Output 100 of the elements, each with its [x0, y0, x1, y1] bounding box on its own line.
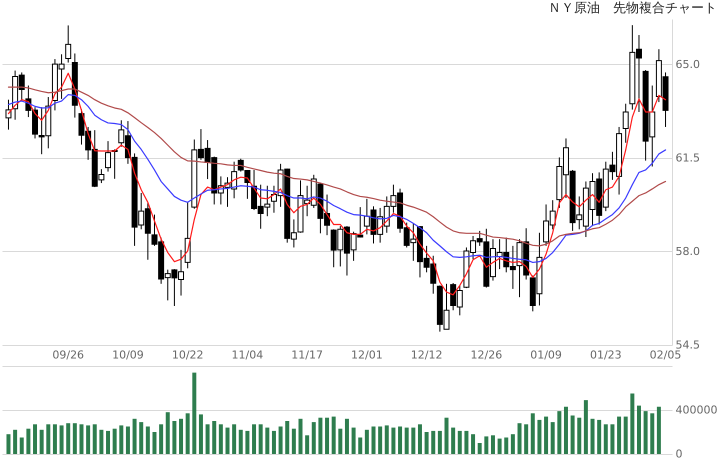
bar [617, 416, 622, 454]
y-tick-label: 400000 [676, 404, 718, 416]
bar [411, 428, 416, 454]
bar [550, 422, 555, 454]
bar [20, 438, 24, 454]
bar [106, 430, 110, 454]
bar [60, 425, 64, 454]
bar [86, 425, 90, 454]
bar [265, 428, 270, 454]
bar [604, 424, 608, 454]
bar [364, 430, 369, 454]
bar [478, 443, 482, 454]
bar [139, 422, 144, 454]
bar [92, 424, 97, 454]
bar [186, 413, 190, 454]
x-tick-label: 12/01 [351, 348, 383, 362]
bar [451, 428, 456, 454]
bar [498, 438, 502, 454]
bar [146, 426, 150, 454]
bar [332, 416, 336, 454]
bar [484, 436, 488, 454]
bar [464, 430, 468, 454]
bar [6, 434, 10, 454]
bar [292, 428, 296, 454]
bar [40, 430, 44, 454]
bar [610, 424, 614, 454]
bar [33, 424, 38, 454]
bar [72, 423, 77, 454]
bar [510, 434, 515, 454]
bar [384, 425, 389, 454]
y-tick-label: 65.0 [676, 58, 700, 71]
bar [218, 424, 223, 454]
y-tick-label: 58.0 [676, 244, 700, 258]
bar [624, 416, 628, 454]
x-tick-label: 01/23 [590, 348, 622, 362]
bar [630, 394, 634, 454]
bar [590, 418, 595, 454]
bar [597, 420, 602, 454]
x-tick-label: 12/12 [410, 348, 442, 362]
bar [206, 424, 210, 454]
bar [179, 418, 184, 454]
bar [272, 430, 276, 454]
x-tick-label: 02/05 [650, 348, 682, 362]
x-tick-label: 11/17 [291, 348, 323, 362]
bar [564, 406, 568, 454]
bar [245, 430, 250, 454]
bar [312, 422, 316, 454]
bar [372, 426, 376, 454]
bar [391, 428, 396, 454]
bar [318, 418, 322, 454]
bar [152, 432, 156, 454]
bar [530, 413, 535, 454]
bar [305, 435, 310, 454]
bar [344, 418, 349, 454]
bar [458, 430, 462, 454]
candlestick [105, 140, 112, 172]
bar [378, 426, 382, 454]
bar [644, 411, 648, 454]
x-tick-label: 11/04 [232, 348, 264, 362]
bar [537, 420, 542, 454]
bar [570, 416, 575, 454]
x-tick-label: 10/09 [112, 348, 144, 362]
bar [584, 400, 588, 454]
bar [232, 424, 236, 454]
bar [424, 432, 429, 454]
bar [524, 424, 528, 454]
bar [438, 430, 442, 454]
bar [656, 406, 661, 454]
bar [52, 424, 57, 454]
bar [192, 372, 196, 454]
bar [225, 428, 230, 454]
bar [126, 426, 130, 454]
bar [99, 430, 104, 454]
bar [238, 430, 243, 454]
y-tick-label: 0 [676, 448, 682, 460]
bar [431, 430, 436, 454]
bar [252, 424, 256, 454]
bar [471, 434, 476, 454]
x-tick-label: 01/09 [530, 348, 562, 362]
bar [166, 412, 170, 454]
bar [258, 424, 263, 454]
x-tick-label: 09/26 [52, 348, 84, 362]
bar [557, 411, 562, 454]
bar [13, 430, 18, 454]
bar [298, 418, 302, 454]
bar [119, 425, 124, 454]
candlestick [622, 103, 629, 144]
bar [325, 418, 330, 454]
bar [490, 435, 495, 454]
bar [418, 424, 422, 454]
bar [444, 418, 449, 454]
bar [112, 428, 117, 454]
bar [544, 416, 548, 454]
x-tick-label: 10/22 [172, 348, 204, 362]
x-tick-label: 12/26 [470, 348, 502, 362]
bar [198, 414, 203, 454]
bar [636, 406, 641, 454]
candlestick [65, 24, 72, 64]
bar [338, 428, 342, 454]
bar [278, 426, 283, 454]
